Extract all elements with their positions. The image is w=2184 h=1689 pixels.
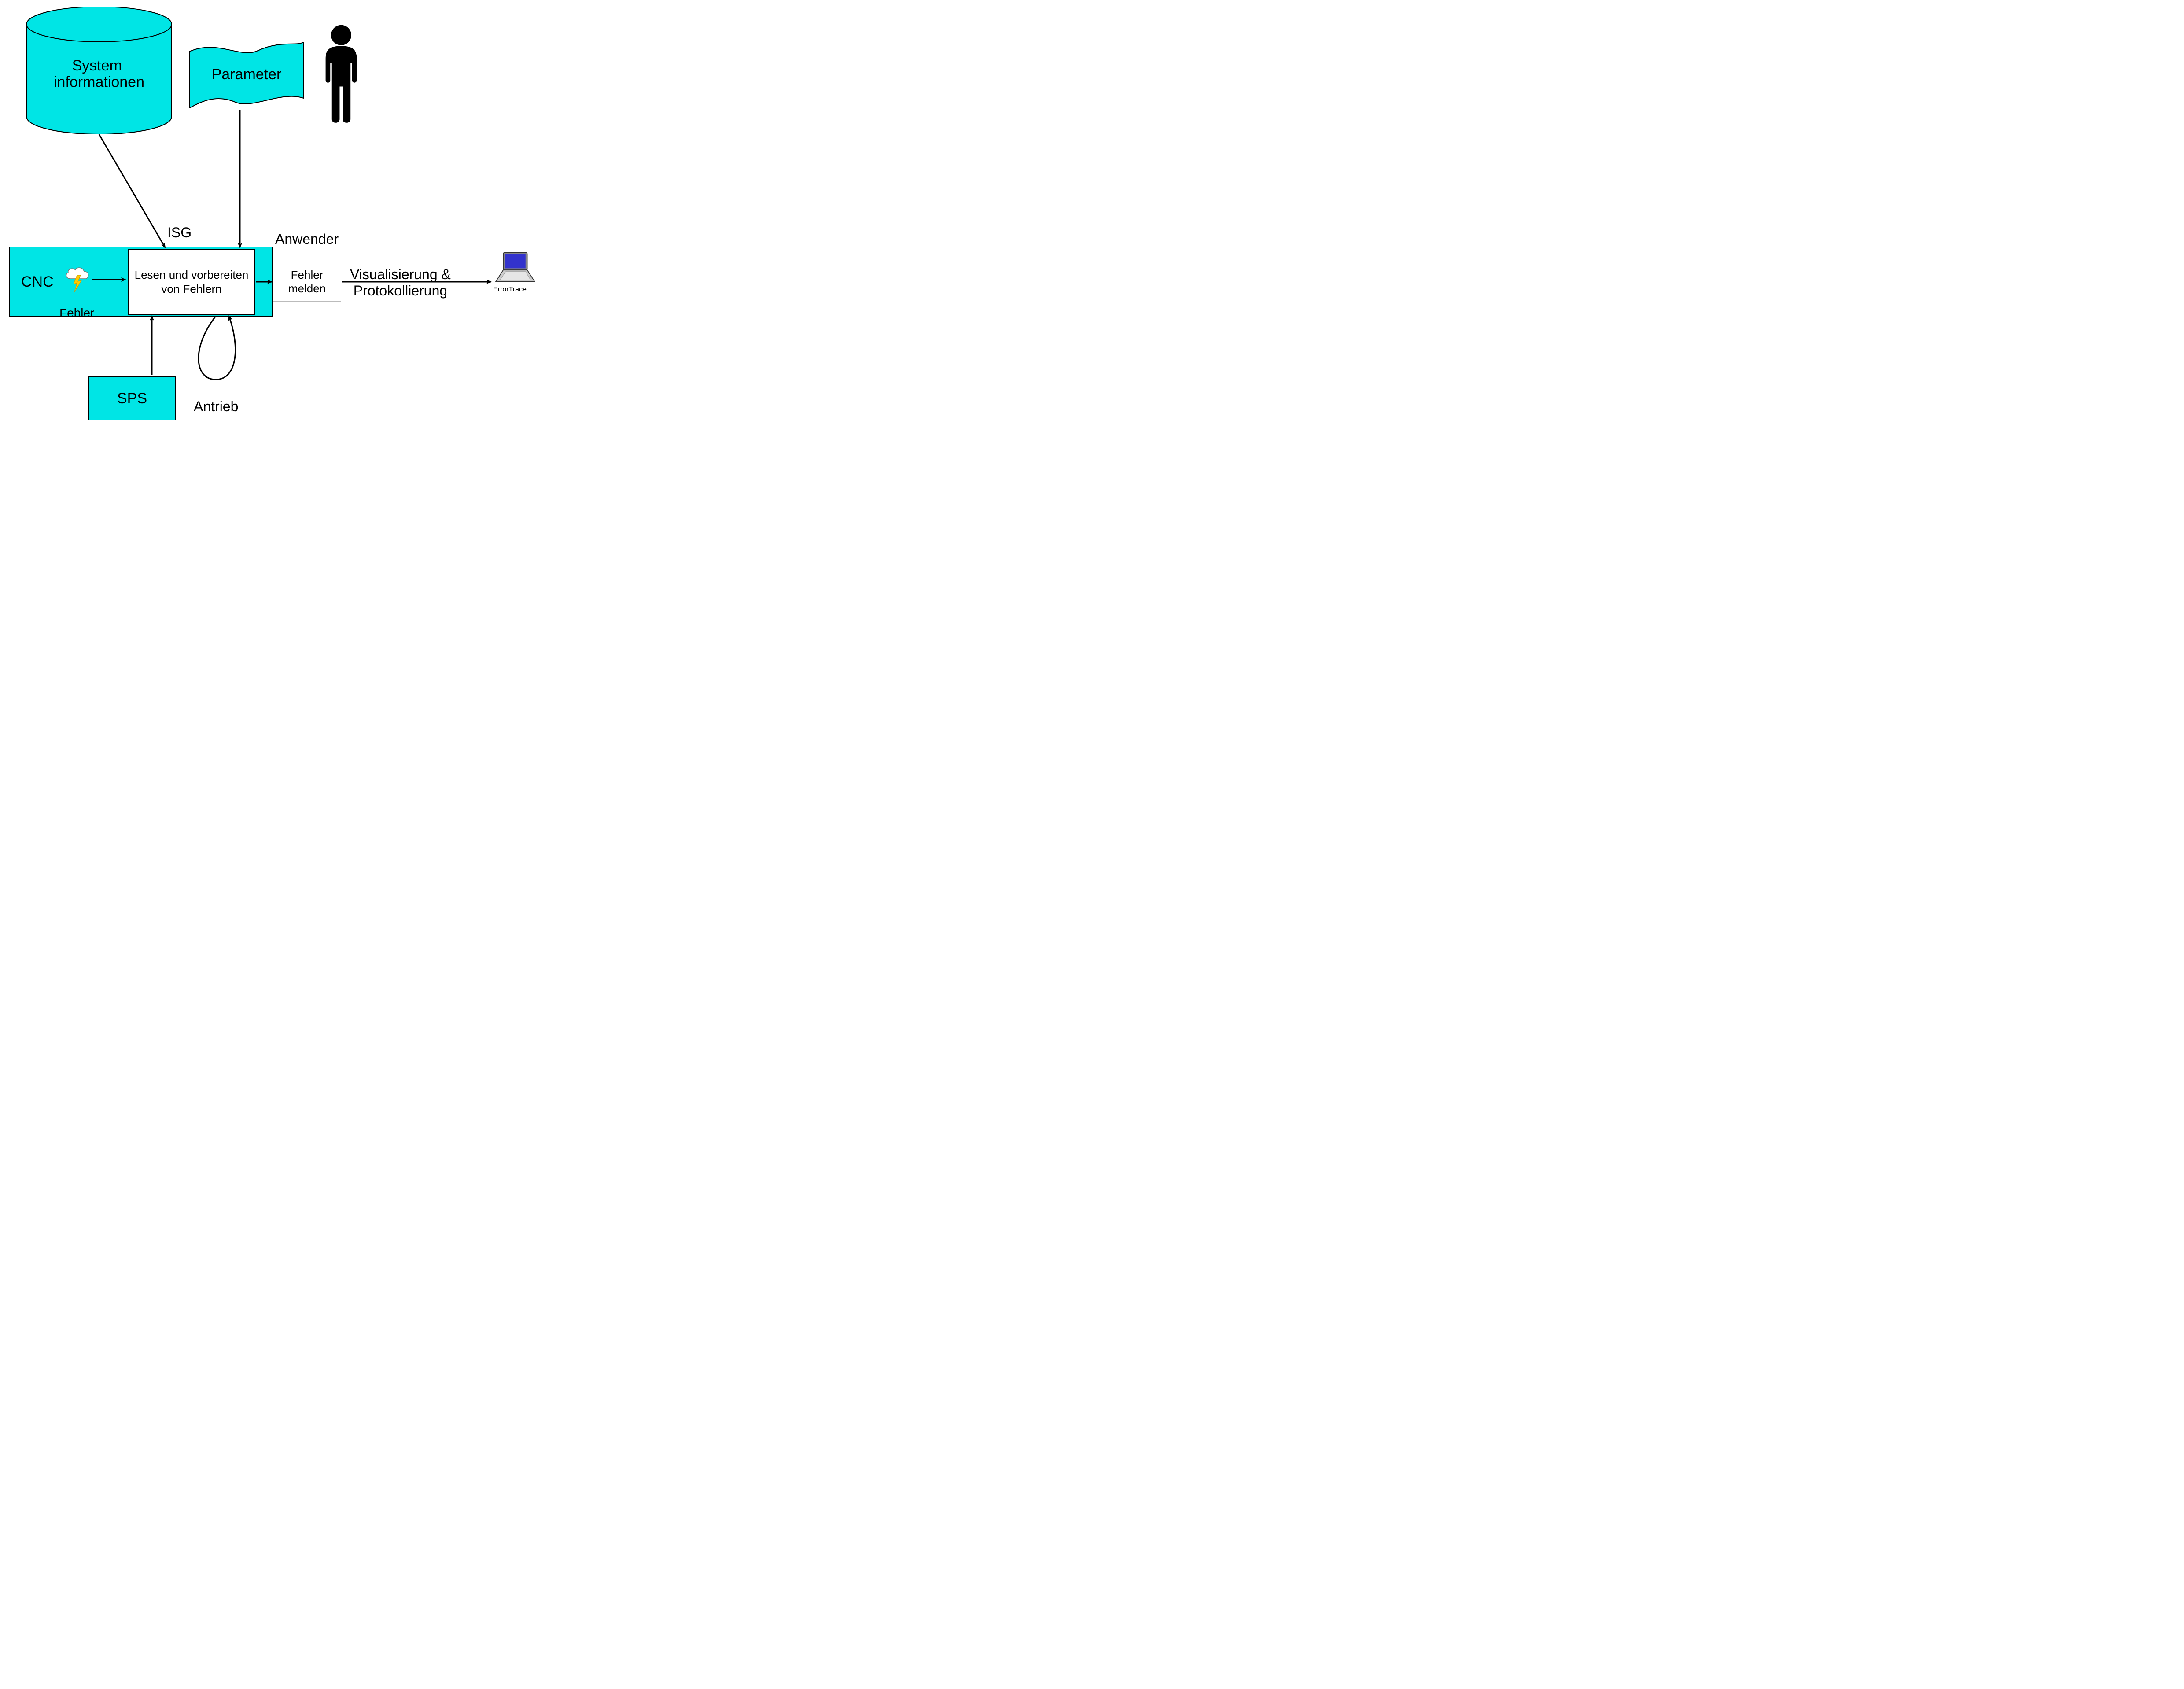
antrieb-label: Antrieb [194, 398, 238, 415]
parameter-flag: Parameter [189, 42, 304, 108]
edge-antrieb-loop [199, 316, 236, 380]
edge-cyl-to-process [99, 134, 165, 247]
svg-text:Parameter: Parameter [212, 66, 282, 83]
laptop-icon [493, 251, 535, 284]
person-icon [317, 24, 365, 125]
isg-label: ISG [167, 225, 192, 241]
sps-box: SPS [88, 376, 176, 420]
diagram-stage: System informationen Parameter Lesen und… [0, 0, 546, 423]
process-box: Lesen und vorbereiten von Fehlern [128, 249, 255, 315]
vis-label: Visualisierung & Protokollierung [350, 266, 451, 299]
error-cloud-icon [64, 266, 90, 296]
fehler-melden-box: Fehler melden [273, 262, 341, 302]
errortrace-label: ErrorTrace [493, 286, 527, 294]
sps-label: SPS [117, 390, 147, 407]
fehler-label: Fehler [59, 306, 94, 320]
system-info-cylinder: System informationen [26, 7, 172, 134]
fehler-melden-label: Fehler melden [273, 268, 341, 295]
process-box-label: Lesen und vorbereiten von Fehlern [129, 268, 254, 296]
anwender-label: Anwender [275, 231, 339, 247]
cnc-label: CNC [21, 273, 54, 291]
